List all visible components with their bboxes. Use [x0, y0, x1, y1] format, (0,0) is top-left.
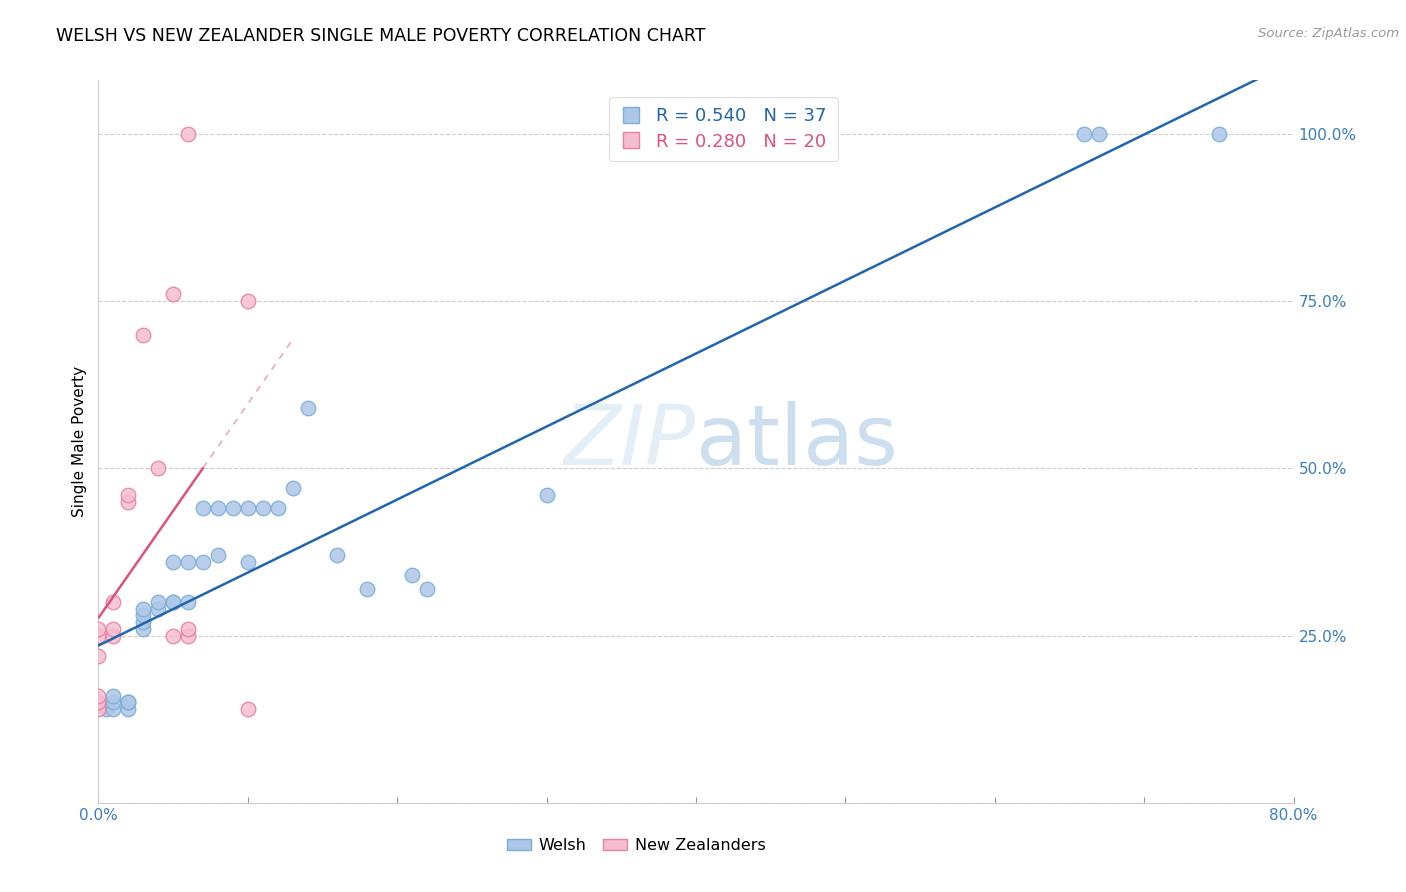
Point: [87, 689, 110, 703]
Text: ZIP: ZIP: [564, 401, 696, 482]
Point: [148, 602, 170, 616]
Point: [132, 615, 155, 630]
Point: [297, 401, 319, 416]
Point: [236, 702, 259, 716]
Point: [87, 696, 110, 710]
Text: Source: ZipAtlas.com: Source: ZipAtlas.com: [1258, 27, 1399, 40]
Point: [1208, 127, 1230, 141]
Point: [117, 696, 139, 710]
Point: [148, 461, 170, 475]
Point: [236, 555, 259, 569]
Point: [132, 608, 155, 623]
Point: [207, 548, 229, 563]
Point: [103, 702, 125, 716]
Point: [162, 628, 184, 642]
Point: [132, 622, 155, 636]
Point: [281, 482, 304, 496]
Point: [1073, 127, 1095, 141]
Point: [356, 582, 378, 596]
Point: [191, 555, 214, 569]
Point: [191, 501, 214, 516]
Point: [177, 555, 200, 569]
Text: WELSH VS NEW ZEALANDER SINGLE MALE POVERTY CORRELATION CHART: WELSH VS NEW ZEALANDER SINGLE MALE POVER…: [56, 27, 706, 45]
Point: [236, 294, 259, 309]
Point: [87, 648, 110, 663]
Point: [1088, 127, 1111, 141]
Point: [536, 488, 558, 502]
Point: [177, 628, 200, 642]
Point: [87, 622, 110, 636]
Point: [103, 595, 125, 609]
Point: [117, 494, 139, 508]
Y-axis label: Single Male Poverty: Single Male Poverty: [72, 366, 87, 517]
Text: atlas: atlas: [696, 401, 897, 482]
Point: [326, 548, 349, 563]
Point: [132, 327, 155, 342]
Point: [162, 555, 184, 569]
Point: [267, 501, 290, 516]
Point: [401, 568, 423, 582]
Point: [252, 501, 274, 516]
Point: [94, 702, 117, 716]
Point: [207, 501, 229, 516]
Point: [103, 628, 125, 642]
Point: [103, 622, 125, 636]
Legend: Welsh, New Zealanders: Welsh, New Zealanders: [501, 832, 772, 860]
Point: [117, 696, 139, 710]
Point: [177, 127, 200, 141]
Point: [162, 287, 184, 301]
Point: [236, 501, 259, 516]
Point: [117, 488, 139, 502]
Point: [132, 602, 155, 616]
Point: [162, 595, 184, 609]
Point: [416, 582, 439, 596]
Point: [103, 689, 125, 703]
Point: [177, 622, 200, 636]
Point: [148, 595, 170, 609]
Point: [87, 702, 110, 716]
Point: [222, 501, 245, 516]
Point: [117, 702, 139, 716]
Point: [177, 595, 200, 609]
Point: [162, 595, 184, 609]
Point: [103, 696, 125, 710]
Point: [87, 628, 110, 642]
